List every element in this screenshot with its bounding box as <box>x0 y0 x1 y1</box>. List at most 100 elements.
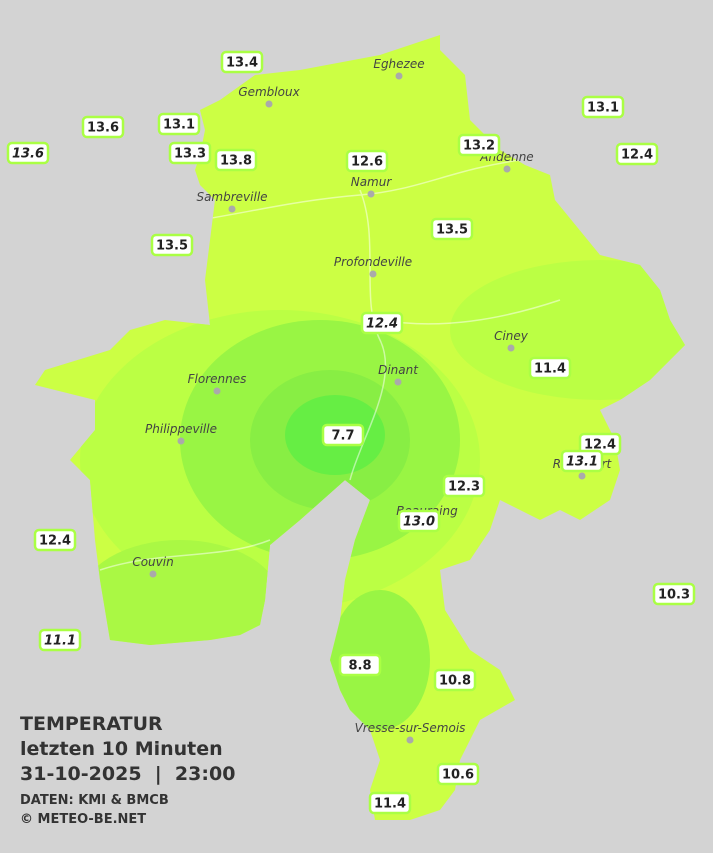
station-box <box>38 628 82 652</box>
station-box <box>436 762 480 786</box>
city-dot <box>228 205 236 213</box>
city-dot <box>503 165 511 173</box>
station-box <box>368 791 412 815</box>
station: 12.4 <box>33 528 77 552</box>
city-dot <box>395 72 403 80</box>
station-box <box>157 112 201 136</box>
station-value: 13.6 <box>87 121 119 136</box>
datetime: 31-10-2025 | 23:00 <box>20 763 235 785</box>
station-value: 13.5 <box>156 239 188 254</box>
station-box <box>345 149 389 173</box>
title: TEMPERATUR <box>20 713 163 735</box>
station-box <box>560 449 604 473</box>
station-value: 13.1 <box>587 101 619 116</box>
station-value: 10.6 <box>442 768 474 783</box>
station: 12.4 <box>578 432 622 456</box>
station: 13.0 <box>397 509 441 533</box>
city-dot <box>367 190 375 198</box>
city-name: Dinant <box>378 363 419 377</box>
station-value: 11.1 <box>44 634 76 649</box>
station-value: 13.1 <box>566 455 598 470</box>
station-box <box>338 653 382 677</box>
station-value: 10.8 <box>439 674 471 689</box>
city-dot <box>213 387 221 395</box>
station-value: 10.3 <box>658 588 690 603</box>
city-dot <box>369 270 377 278</box>
station: 10.3 <box>652 582 696 606</box>
station-value: 13.8 <box>220 154 252 169</box>
city-dot <box>265 100 273 108</box>
station-value: 12.4 <box>584 438 616 453</box>
city-name: Eghezee <box>373 57 424 71</box>
station-box <box>150 233 194 257</box>
city-dot <box>578 472 586 480</box>
station-value: 12.4 <box>366 317 398 332</box>
station-box <box>360 311 404 335</box>
station-box <box>652 582 696 606</box>
station: 13.8 <box>214 148 258 172</box>
city-name: Sambreville <box>196 190 267 204</box>
city-dot <box>177 437 185 445</box>
station: 11.1 <box>38 628 82 652</box>
station: 11.4 <box>368 791 412 815</box>
station-value: 11.4 <box>534 362 566 377</box>
city-dot <box>394 378 402 386</box>
station: 12.4 <box>615 142 659 166</box>
station-box <box>6 141 50 165</box>
city-dot <box>507 344 515 352</box>
station: 7.7 <box>321 423 365 447</box>
station: 11.4 <box>528 356 572 380</box>
station-box <box>321 423 365 447</box>
station-box <box>220 50 264 74</box>
station: 13.1 <box>157 112 201 136</box>
station-value: 13.0 <box>403 515 435 530</box>
station: 13.2 <box>457 133 501 157</box>
station-value: 11.4 <box>374 797 406 812</box>
station-box <box>397 509 441 533</box>
station: 12.6 <box>345 149 389 173</box>
city-dot <box>406 736 414 744</box>
station: 12.3 <box>442 474 486 498</box>
station-value: 13.2 <box>463 139 495 154</box>
station: 12.4 <box>360 311 404 335</box>
station: 13.6 <box>6 141 50 165</box>
city-name: Philippeville <box>145 422 217 436</box>
station-value: 8.8 <box>348 659 371 674</box>
station-box <box>33 528 77 552</box>
station: 13.4 <box>220 50 264 74</box>
station-value: 13.4 <box>226 56 258 71</box>
station-box <box>168 141 212 165</box>
station-value: 7.7 <box>331 429 354 444</box>
station-value: 12.6 <box>351 155 383 170</box>
station-value: 13.1 <box>163 118 195 133</box>
station: 13.1 <box>581 95 625 119</box>
city-name: Couvin <box>132 555 173 569</box>
station: 13.5 <box>430 217 474 241</box>
station-value: 13.5 <box>436 223 468 238</box>
station: 8.8 <box>338 653 382 677</box>
station: 13.1 <box>560 449 604 473</box>
city-name: Gembloux <box>238 85 300 99</box>
station: 10.8 <box>433 668 477 692</box>
station-value: 12.4 <box>39 534 71 549</box>
station: 10.6 <box>436 762 480 786</box>
station: 13.3 <box>168 141 212 165</box>
station: 13.6 <box>81 115 125 139</box>
city-name: Ciney <box>494 329 529 343</box>
station-value: 13.3 <box>174 147 206 162</box>
city-name: Profondeville <box>334 255 412 269</box>
station-value: 12.4 <box>621 148 653 163</box>
copyright: © METEO-BE.NET <box>20 812 146 827</box>
station-value: 12.3 <box>448 480 480 495</box>
city-name: Florennes <box>188 372 247 386</box>
station-box <box>214 148 258 172</box>
station-box <box>528 356 572 380</box>
station-box <box>615 142 659 166</box>
city-name: Vresse-sur-Semois <box>355 721 466 735</box>
station-box <box>457 133 501 157</box>
station-value: 13.6 <box>12 147 44 162</box>
period: letzten 10 Minuten <box>20 738 223 760</box>
station-box <box>433 668 477 692</box>
source: DATEN: KMI & BMCB <box>20 793 169 808</box>
